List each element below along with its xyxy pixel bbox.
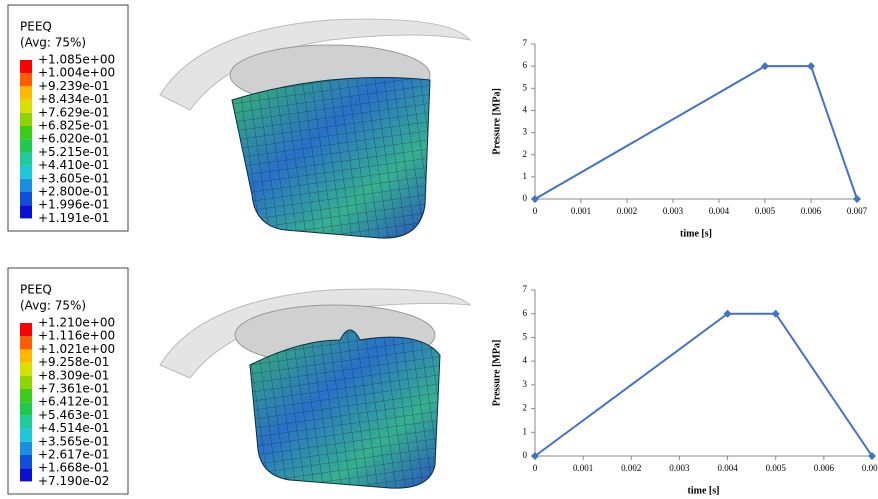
y-tick-label: 7 (523, 38, 528, 48)
legend-label: +4.514e-01 (38, 421, 109, 435)
y-tick-label: 4 (523, 104, 528, 114)
figure: PEEQ (Avg: 75%) +1.085e+00+1.004e+00+9.239… (0, 0, 878, 499)
y-tick-label: 0 (523, 450, 528, 460)
legend-label: +5.463e-01 (38, 408, 109, 422)
color-swatch (20, 415, 32, 428)
x-tick-label: 0.001 (571, 206, 591, 216)
x-tick-label: 0 (533, 463, 538, 473)
x-tick-label: 0.004 (717, 463, 738, 473)
legend-label: +1.021e+00 (38, 342, 115, 356)
x-tick-label: 0.002 (621, 463, 641, 473)
x-tick-label: 0.006 (814, 463, 835, 473)
color-swatch (20, 455, 32, 468)
color-swatch (20, 389, 32, 402)
line (535, 314, 872, 456)
marker (807, 62, 815, 70)
fem-render-bottom (160, 289, 470, 488)
y-tick-label: 1 (523, 426, 528, 436)
legend-label: +7.190e-02 (38, 474, 109, 488)
legend-label: +6.412e-01 (38, 395, 109, 409)
color-swatch (20, 192, 32, 205)
marker (853, 195, 861, 203)
y-tick-label: 2 (523, 149, 528, 159)
y-tick-label: 6 (523, 60, 528, 70)
legend-label: +4.410e-01 (38, 158, 109, 172)
color-swatch (20, 126, 32, 139)
x-tick-label: 0.004 (709, 206, 730, 216)
fem-render-top (160, 19, 470, 238)
y-tick-label: 5 (523, 331, 528, 341)
y-tick-label: 0 (523, 193, 528, 203)
color-swatch (20, 100, 32, 113)
x-tick-label: 0.003 (669, 463, 690, 473)
x-axis-title: time [s] (688, 485, 720, 496)
color-swatch (20, 442, 32, 455)
color-swatch (20, 363, 32, 376)
legend-label: +1.116e+00 (38, 329, 115, 343)
legend-title: PEEQ (20, 283, 52, 297)
legend-label: +2.800e-01 (38, 185, 109, 199)
x-tick-label: 0.001 (573, 463, 593, 473)
legend-subtitle: (Avg: 75%) (20, 36, 86, 50)
legend-subtitle: (Avg: 75%) (20, 299, 86, 313)
y-tick-label: 3 (523, 127, 528, 137)
legend-label: +8.309e-01 (38, 368, 109, 382)
color-swatch (20, 402, 32, 415)
y-tick-label: 2 (523, 403, 528, 413)
color-swatch (20, 349, 32, 362)
color-swatch (20, 139, 32, 152)
color-swatch (20, 336, 32, 349)
legend-label: +9.239e-01 (38, 79, 109, 93)
x-tick-label: 0.002 (617, 206, 637, 216)
color-swatch (20, 205, 32, 218)
color-swatch (20, 113, 32, 126)
x-tick-label: 0.005 (755, 206, 776, 216)
line (535, 66, 857, 199)
color-swatch (20, 376, 32, 389)
legend-label: +1.191e-01 (38, 211, 109, 225)
x-tick-label: 0.007 (862, 463, 878, 473)
color-swatch (20, 86, 32, 99)
legend-label: +1.210e+00 (38, 316, 115, 330)
legend-label: +6.020e-01 (38, 132, 109, 146)
legend-label: +9.258e-01 (38, 355, 109, 369)
y-tick-label: 6 (523, 308, 528, 318)
legend-label: +2.617e-01 (38, 448, 109, 462)
y-tick-label: 3 (523, 379, 528, 389)
x-axis-title: time [s] (680, 228, 712, 239)
legend-label: +1.996e-01 (38, 198, 109, 212)
legend-label: +3.565e-01 (38, 434, 109, 448)
legend-label: +5.215e-01 (38, 145, 109, 159)
legend-label: +1.668e-01 (38, 461, 109, 475)
color-swatch (20, 179, 32, 192)
y-tick-label: 4 (523, 355, 528, 365)
x-tick-label: 0.003 (663, 206, 684, 216)
marker (761, 62, 769, 70)
color-swatch (20, 323, 32, 336)
y-tick-label: 7 (523, 284, 528, 294)
legend-label: +3.605e-01 (38, 171, 109, 185)
color-swatch (20, 73, 32, 86)
x-tick-label: 0.007 (847, 206, 868, 216)
color-swatch (20, 60, 32, 73)
legend-label: +1.004e+00 (38, 66, 115, 80)
y-axis-title: Pressure [MPa] (491, 340, 502, 407)
legend-label: +1.085e+00 (38, 53, 115, 67)
legend-label: +7.629e-01 (38, 105, 109, 119)
color-swatch (20, 468, 32, 481)
color-swatch (20, 429, 32, 442)
color-swatch (20, 166, 32, 179)
legend-label: +7.361e-01 (38, 382, 109, 396)
marker (531, 195, 539, 203)
color-swatch (20, 152, 32, 165)
y-axis-title: Pressure [MPa] (491, 88, 502, 155)
x-tick-label: 0.005 (766, 463, 787, 473)
legend-title: PEEQ (20, 20, 52, 34)
x-tick-label: 0 (533, 206, 538, 216)
legend-label: +8.434e-01 (38, 92, 109, 106)
legend-label: +6.825e-01 (38, 119, 109, 133)
y-tick-label: 5 (523, 82, 528, 92)
x-tick-label: 0.006 (801, 206, 822, 216)
y-tick-label: 1 (523, 171, 528, 181)
